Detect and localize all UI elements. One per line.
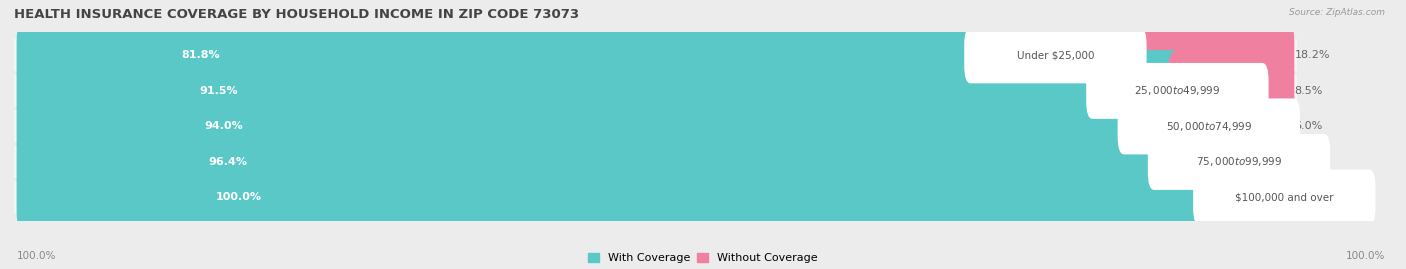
Text: Source: ZipAtlas.com: Source: ZipAtlas.com xyxy=(1289,8,1385,17)
Legend: With Coverage, Without Coverage: With Coverage, Without Coverage xyxy=(588,253,818,263)
Text: 100.0%: 100.0% xyxy=(17,251,56,261)
Text: $75,000 to $99,999: $75,000 to $99,999 xyxy=(1197,155,1282,168)
FancyBboxPatch shape xyxy=(1045,15,1295,96)
Text: 6.0%: 6.0% xyxy=(1295,121,1323,132)
FancyBboxPatch shape xyxy=(14,75,1296,107)
FancyBboxPatch shape xyxy=(14,146,1296,178)
Text: $100,000 and over: $100,000 and over xyxy=(1234,193,1333,203)
FancyBboxPatch shape xyxy=(17,86,1219,167)
Text: $25,000 to $49,999: $25,000 to $49,999 xyxy=(1135,84,1220,97)
FancyBboxPatch shape xyxy=(17,15,1295,96)
Text: 81.8%: 81.8% xyxy=(181,50,219,60)
Text: $50,000 to $74,999: $50,000 to $74,999 xyxy=(1166,120,1251,133)
FancyBboxPatch shape xyxy=(1147,134,1330,190)
FancyBboxPatch shape xyxy=(17,121,1249,203)
Text: 8.5%: 8.5% xyxy=(1295,86,1323,96)
Text: HEALTH INSURANCE COVERAGE BY HOUSEHOLD INCOME IN ZIP CODE 73073: HEALTH INSURANCE COVERAGE BY HOUSEHOLD I… xyxy=(14,8,579,21)
FancyBboxPatch shape xyxy=(17,157,1295,238)
FancyBboxPatch shape xyxy=(17,121,1295,203)
FancyBboxPatch shape xyxy=(1199,86,1295,167)
FancyBboxPatch shape xyxy=(17,15,1066,96)
FancyBboxPatch shape xyxy=(1167,50,1295,132)
Text: 100.0%: 100.0% xyxy=(1346,251,1385,261)
Text: 96.4%: 96.4% xyxy=(208,157,247,167)
Text: 94.0%: 94.0% xyxy=(204,121,243,132)
FancyBboxPatch shape xyxy=(1229,121,1295,203)
Text: Under $25,000: Under $25,000 xyxy=(1017,50,1094,60)
FancyBboxPatch shape xyxy=(14,39,1296,71)
Text: 100.0%: 100.0% xyxy=(215,193,262,203)
FancyBboxPatch shape xyxy=(17,86,1295,167)
FancyBboxPatch shape xyxy=(17,50,1188,132)
FancyBboxPatch shape xyxy=(14,111,1296,142)
FancyBboxPatch shape xyxy=(17,50,1295,132)
Text: 91.5%: 91.5% xyxy=(200,86,238,96)
FancyBboxPatch shape xyxy=(965,27,1146,83)
FancyBboxPatch shape xyxy=(14,182,1296,214)
Text: 0.0%: 0.0% xyxy=(1295,193,1323,203)
FancyBboxPatch shape xyxy=(17,157,1295,238)
FancyBboxPatch shape xyxy=(1194,169,1375,225)
Text: 3.6%: 3.6% xyxy=(1295,157,1323,167)
FancyBboxPatch shape xyxy=(1118,98,1301,154)
Text: 18.2%: 18.2% xyxy=(1295,50,1330,60)
FancyBboxPatch shape xyxy=(1087,63,1268,119)
